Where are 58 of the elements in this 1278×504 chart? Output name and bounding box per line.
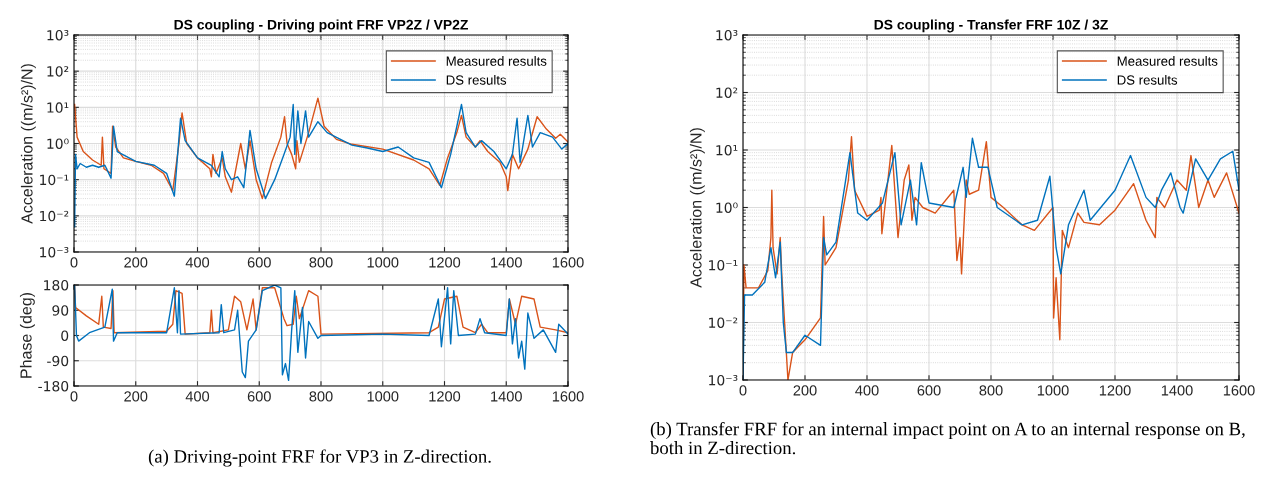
x-tick-label: 0 — [70, 257, 78, 268]
y-axis-title: Phase (deg) — [19, 292, 35, 378]
x-tick-label: 0 — [739, 385, 747, 396]
y-tick-label: 10⁰ — [716, 202, 738, 213]
y-tick-label: 90 — [52, 305, 69, 316]
x-tick-label: 1000 — [1037, 385, 1069, 396]
x-tick-label: 1600 — [552, 391, 584, 402]
x-tick-label: 200 — [124, 257, 148, 268]
x-tick-label: 1200 — [429, 257, 461, 268]
legend-label: DS results — [1117, 75, 1178, 85]
y-tick-label: 10¹ — [47, 102, 69, 113]
x-tick-label: 1200 — [429, 391, 461, 402]
x-tick-label: 1000 — [367, 257, 399, 268]
x-tick-label: 800 — [309, 391, 333, 402]
y-axis-title: Acceleration ((m/s²)/N) — [20, 64, 36, 224]
x-tick-label: 1200 — [1099, 385, 1131, 396]
x-tick-label: 600 — [247, 391, 271, 402]
y-tick-label: 10⁻² — [40, 210, 69, 222]
y-tick-label: 10³ — [47, 29, 69, 41]
y-tick-label: 10⁻¹ — [709, 259, 738, 271]
y-tick-label: 10² — [47, 66, 69, 77]
x-tick-label: 200 — [124, 391, 148, 402]
x-tick-label: 400 — [185, 391, 210, 402]
x-tick-label: 600 — [247, 257, 271, 268]
x-tick-label: 1400 — [491, 391, 522, 402]
x-tick-label: 800 — [309, 257, 333, 268]
x-tick-label: 600 — [917, 385, 941, 396]
x-tick-label: 800 — [979, 385, 1003, 396]
x-tick-label: 1600 — [1223, 385, 1255, 396]
x-tick-label: 0 — [70, 391, 78, 402]
y-axis-title: Acceleration ((m/s²)/N) — [689, 128, 705, 288]
y-tick-label: 10¹ — [716, 144, 738, 156]
x-tick-label: 1600 — [552, 257, 584, 268]
x-tick-label: 1000 — [367, 391, 399, 402]
y-tick-label: 10⁻¹ — [40, 174, 69, 186]
y-tick-label: 10² — [716, 87, 738, 98]
y-tick-label: 10⁻² — [709, 317, 738, 328]
line-series — [74, 97, 568, 200]
y-tick-label: -180 — [38, 380, 69, 392]
y-tick-label: 10⁻³ — [40, 246, 69, 258]
y-tick-label: -90 — [47, 355, 69, 367]
x-tick-label: 200 — [793, 385, 817, 396]
chart-title: DS coupling - Transfer FRF 10Z / 3Z — [874, 19, 1108, 33]
text: (b) Transfer FRF for an internal impact point on A to an internal response on B, both in Z-direction. — [650, 421, 1245, 455]
y-tick-label: 10³ — [716, 29, 738, 41]
legend-label: Measured results — [446, 56, 547, 66]
y-tick-label: 0 — [61, 330, 69, 341]
legend-label: Measured results — [1117, 56, 1218, 66]
y-tick-label: 10⁰ — [47, 138, 69, 149]
y-tick-label: 10⁻³ — [709, 374, 738, 386]
x-tick-label: 400 — [185, 257, 210, 268]
x-tick-label: 1400 — [1161, 385, 1193, 396]
y-tick-label: 180 — [44, 279, 69, 291]
chart-title: DS coupling - Driving point FRF VP2Z / VP2Z — [174, 19, 468, 33]
legend-label: DS results — [446, 75, 507, 85]
x-tick-label: 400 — [855, 385, 879, 396]
text: (a) Driving-point FRF for VP3 in Z-direction. — [148, 449, 491, 467]
x-tick-label: 1400 — [491, 257, 522, 268]
